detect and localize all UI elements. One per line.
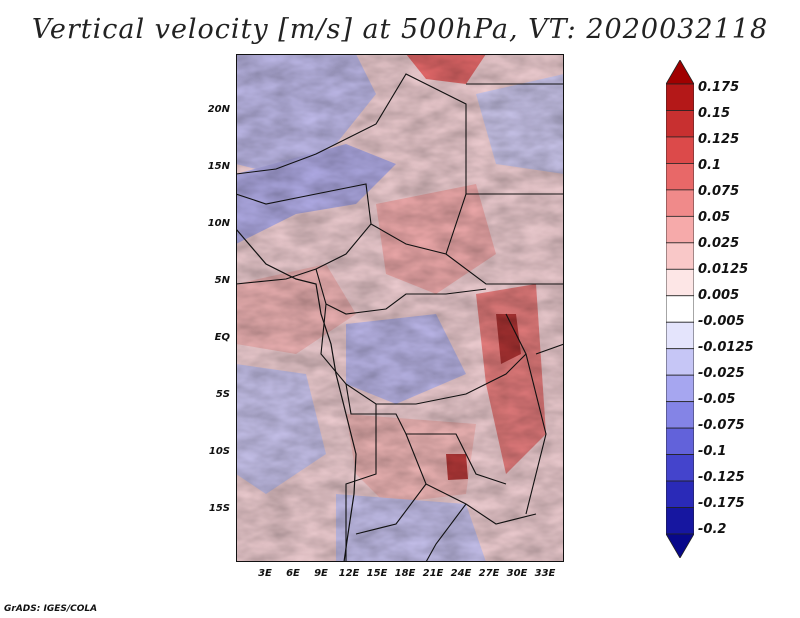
colorbar-label: 0.15 — [698, 106, 731, 121]
lon-label: 24E — [450, 568, 472, 579]
lat-label: 5S — [215, 389, 230, 400]
lat-label: 15N — [207, 161, 230, 172]
coastline — [236, 228, 357, 562]
colorbar-label: 0.1 — [698, 158, 722, 173]
colorbar-label: -0.1 — [698, 444, 727, 459]
colorbar-label: -0.025 — [698, 366, 745, 381]
lat-label: 5N — [214, 275, 230, 286]
lon-label: 30E — [506, 568, 528, 579]
colorbar-segment — [666, 374, 694, 403]
colorbar-segment — [666, 60, 694, 85]
lon-label: 33E — [534, 568, 556, 579]
colorbar-label: -0.05 — [698, 392, 736, 407]
lat-label: 20N — [207, 104, 230, 115]
colorbar-segment — [666, 268, 694, 297]
colorbar-segment — [666, 507, 694, 535]
colorbar-label: -0.2 — [698, 522, 727, 537]
colorbar-label: -0.075 — [698, 418, 745, 433]
lon-label: 21E — [422, 568, 444, 579]
colorbar-label: 0.075 — [698, 184, 740, 199]
colorbar-label: 0.175 — [698, 80, 740, 95]
country-borders — [236, 73, 564, 562]
colorbar-segment — [666, 454, 694, 482]
colorbar-label: -0.175 — [698, 496, 745, 511]
lon-label: 15E — [366, 568, 388, 579]
lon-label: 9E — [314, 568, 328, 579]
map-title: Vertical velocity [m/s] at 500hPa, VT: 2… — [31, 14, 769, 45]
lat-label: 15S — [208, 503, 230, 514]
lat-label: 10N — [207, 218, 230, 229]
lon-label: 18E — [394, 568, 416, 579]
colorbar-label: 0.0125 — [698, 262, 749, 277]
lat-label: 10S — [208, 446, 230, 457]
colorbar-segment — [666, 427, 694, 455]
colorbar-segment — [666, 401, 694, 429]
colorbar-label: -0.125 — [698, 470, 745, 485]
colorbar — [666, 60, 694, 558]
colorbar-segment — [666, 110, 694, 138]
colorbar-segment — [666, 136, 694, 164]
colorbar-label: -0.0125 — [698, 340, 754, 355]
colorbar-segment — [666, 83, 694, 111]
lon-label: 3E — [258, 568, 272, 579]
lon-label: 27E — [478, 568, 500, 579]
velocity-map — [236, 54, 564, 562]
colorbar-segment — [666, 348, 694, 376]
colorbar-segment — [666, 242, 694, 270]
colorbar-segment — [666, 480, 694, 508]
colorbar-label: 0.125 — [698, 132, 740, 147]
colorbar-label: 0.05 — [698, 210, 731, 225]
lon-label: 6E — [286, 568, 300, 579]
lon-label: 12E — [338, 568, 360, 579]
colorbar-label: -0.005 — [698, 314, 745, 329]
colorbar-label: 0.005 — [698, 288, 740, 303]
colorbar-segment — [666, 215, 694, 244]
lat-label: EQ — [214, 332, 230, 343]
colorbar-segment — [666, 321, 694, 350]
colorbar-label: 0.025 — [698, 236, 740, 251]
colorbar-segment — [666, 163, 694, 191]
credit-text: GrADS: IGES/COLA — [4, 604, 98, 614]
colorbar-segment — [666, 189, 694, 217]
colorbar-segment — [666, 533, 694, 558]
colorbar-segment — [666, 295, 694, 323]
